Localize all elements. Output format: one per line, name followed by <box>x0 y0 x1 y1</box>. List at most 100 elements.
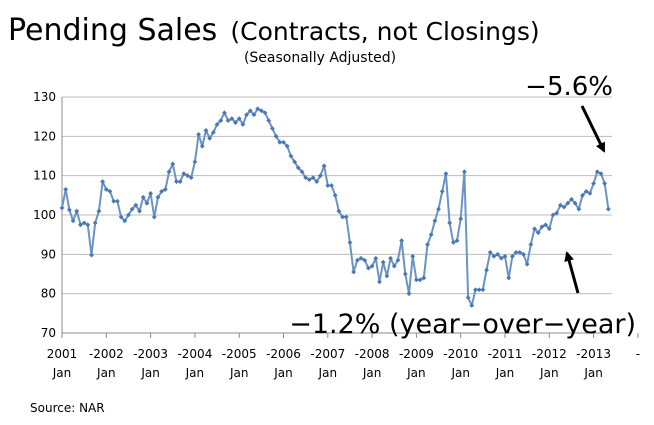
data-point <box>539 224 545 230</box>
data-point <box>399 238 405 243</box>
data-point <box>421 275 427 281</box>
data-point <box>103 187 109 192</box>
data-point <box>177 179 183 184</box>
data-point <box>310 175 316 181</box>
data-point <box>491 253 497 259</box>
data-point <box>247 108 253 114</box>
data-point <box>384 273 390 279</box>
data-point <box>366 265 371 271</box>
data-point <box>436 206 441 212</box>
x-tick-label-year: -2003 <box>133 347 168 361</box>
data-point <box>509 253 515 259</box>
data-point <box>126 212 131 218</box>
x-tick-label-month: Jan <box>96 366 116 380</box>
data-point <box>218 118 224 123</box>
data-point <box>107 189 113 194</box>
data-point <box>325 183 331 188</box>
data-point <box>78 222 83 228</box>
data-point <box>425 242 430 247</box>
data-point <box>340 214 345 220</box>
x-tick-label-month: Jan <box>406 366 426 380</box>
data-point <box>336 208 342 214</box>
data-point <box>96 208 102 214</box>
x-tick-label-month: Jan <box>539 366 559 380</box>
gridlines <box>62 96 612 334</box>
y-tick-label: 70 <box>41 326 56 340</box>
data-point <box>89 252 94 258</box>
data-point <box>137 208 142 214</box>
data-point <box>484 267 489 273</box>
data-point <box>74 208 80 214</box>
data-point <box>133 202 139 208</box>
data-point <box>473 287 478 293</box>
data-point <box>122 218 128 224</box>
x-tick-label-year: -2011 <box>488 347 523 361</box>
data-point <box>410 253 416 259</box>
x-tick-label-month: Jan <box>185 366 205 380</box>
data-point <box>292 159 297 165</box>
data-point <box>580 192 585 198</box>
data-point <box>314 179 320 184</box>
y-tick-label: 120 <box>33 129 56 143</box>
x-tick-label-year: -2005 <box>222 347 257 361</box>
data-point <box>318 173 323 179</box>
data-point <box>454 238 460 243</box>
series-line <box>61 107 610 307</box>
y-tick-label: 80 <box>41 287 56 301</box>
data-point <box>188 175 194 181</box>
chart-title-paren: (Contracts, not Closings) <box>230 17 539 46</box>
data-point <box>469 303 475 308</box>
data-point <box>266 118 272 123</box>
data-point <box>255 106 261 112</box>
data-point <box>395 257 401 263</box>
data-point <box>358 255 364 261</box>
data-point <box>258 108 264 114</box>
data-point <box>343 214 349 220</box>
x-tick-label-year: -2004 <box>177 347 212 361</box>
data-point <box>100 179 106 184</box>
data-point <box>277 139 283 145</box>
data-point <box>129 206 135 212</box>
data-point <box>151 214 157 220</box>
data-point <box>114 198 120 204</box>
data-point <box>162 187 168 192</box>
data-point <box>225 118 231 123</box>
data-point <box>306 177 312 182</box>
data-point <box>373 255 379 261</box>
data-point <box>85 222 91 228</box>
x-tick-label-month: Jan <box>273 366 293 380</box>
data-point <box>166 169 172 175</box>
data-point <box>66 207 72 213</box>
data-point <box>214 122 220 127</box>
x-tick-label-year: 2001 <box>47 347 78 361</box>
x-tick-label-year: -2002 <box>89 347 124 361</box>
data-point <box>391 263 397 269</box>
data-point <box>284 143 290 149</box>
data-point <box>262 110 268 116</box>
data-point <box>369 263 375 269</box>
data-point <box>295 165 301 171</box>
x-tick-label-year: -2009 <box>399 347 434 361</box>
data-point <box>229 116 235 122</box>
data-point <box>380 259 386 265</box>
data-point <box>402 271 408 277</box>
data-point <box>465 295 471 300</box>
data-point <box>207 135 213 141</box>
chart-title: Pending Sales (Contracts, not Closings) <box>8 13 540 48</box>
x-tick-label-year: -2006 <box>266 347 301 361</box>
series-pending-sales <box>59 106 611 308</box>
axes <box>61 97 612 334</box>
source-note: Source: NAR <box>30 401 105 415</box>
data-point <box>63 187 69 192</box>
data-point <box>550 212 556 218</box>
data-point <box>273 133 279 139</box>
data-point <box>251 112 257 118</box>
data-point <box>59 205 65 211</box>
x-tick-label-year: -2010 <box>443 347 478 361</box>
data-point <box>561 204 567 210</box>
data-point <box>140 194 146 200</box>
data-point <box>521 251 526 257</box>
annotation-yoy-arrow <box>564 251 580 294</box>
data-point <box>240 122 246 127</box>
